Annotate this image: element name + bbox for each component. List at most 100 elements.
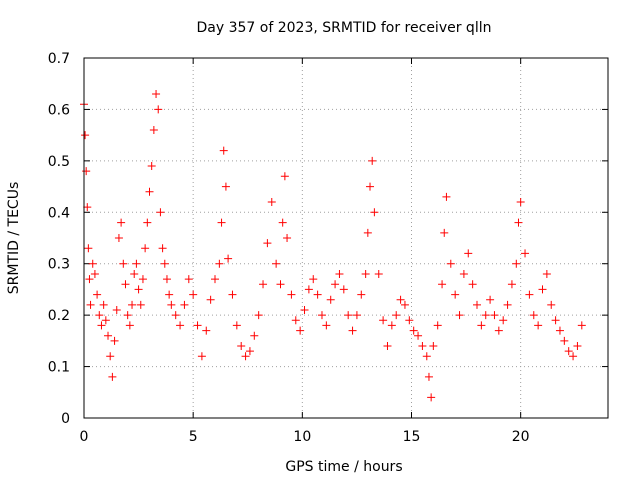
data-point — [193, 321, 202, 330]
data-point — [254, 311, 263, 320]
data-point — [370, 208, 379, 217]
data-point — [525, 290, 534, 299]
data-point — [317, 311, 326, 320]
data-point — [433, 321, 442, 330]
data-point — [81, 131, 90, 140]
data-point — [197, 352, 206, 361]
data-point — [110, 336, 119, 345]
data-point — [245, 347, 254, 356]
data-point — [237, 342, 246, 350]
data-point — [569, 352, 578, 361]
data-point — [215, 259, 224, 268]
data-point — [114, 234, 123, 242]
y-tick-label: 0.2 — [48, 308, 70, 324]
data-point — [300, 306, 309, 314]
data-point — [278, 218, 287, 227]
data-point — [383, 342, 392, 350]
x-axis-label: GPS time / hours — [285, 459, 402, 475]
data-point — [547, 300, 556, 309]
data-point — [267, 198, 276, 206]
data-point — [322, 321, 331, 330]
data-point — [211, 275, 219, 284]
data-point — [473, 300, 481, 309]
data-point — [438, 280, 447, 289]
data-point — [136, 300, 145, 309]
data-point — [514, 218, 523, 227]
data-point — [263, 239, 272, 248]
data-point — [276, 280, 285, 289]
data-point — [313, 290, 322, 299]
data-point — [374, 270, 383, 278]
data-point — [158, 244, 167, 253]
data-point — [442, 192, 451, 201]
data-point — [494, 326, 503, 335]
data-point — [143, 218, 152, 227]
data-point — [283, 234, 292, 242]
data-point — [132, 259, 141, 268]
data-point — [101, 316, 110, 325]
y-tick-label: 0.7 — [48, 51, 70, 67]
data-point — [82, 167, 91, 176]
data-point — [405, 316, 414, 325]
y-tick-label: 0.6 — [48, 102, 70, 118]
x-tick-label: 20 — [512, 429, 530, 445]
data-point — [85, 275, 94, 284]
data-point — [232, 321, 241, 330]
data-point — [446, 259, 455, 268]
data-point — [106, 352, 115, 361]
data-point — [529, 311, 538, 320]
data-point — [117, 218, 126, 227]
data-point — [149, 126, 158, 134]
data-point — [128, 300, 137, 309]
data-point — [171, 311, 180, 320]
data-point — [97, 321, 106, 330]
data-point — [84, 244, 93, 253]
data-point — [217, 218, 226, 227]
data-point — [206, 295, 215, 304]
data-point — [538, 285, 547, 294]
data-point — [309, 275, 318, 284]
data-point — [440, 228, 449, 237]
data-point — [176, 321, 185, 330]
data-point — [147, 162, 156, 170]
data-point — [134, 285, 143, 294]
data-point — [560, 336, 569, 345]
data-point — [83, 203, 92, 212]
data-point — [459, 270, 468, 278]
data-point — [507, 280, 516, 289]
data-point — [291, 316, 300, 325]
y-tick-label: 0.4 — [48, 205, 70, 221]
data-point — [534, 321, 543, 330]
data-point — [123, 311, 132, 320]
data-point — [481, 311, 490, 320]
data-point — [86, 300, 95, 309]
data-point — [152, 90, 161, 98]
data-point — [90, 270, 99, 278]
data-point — [88, 259, 97, 268]
data-point — [250, 331, 259, 340]
data-point — [396, 295, 405, 304]
data-point — [241, 352, 250, 361]
data-point — [304, 285, 313, 294]
data-point — [287, 290, 296, 299]
data-point — [503, 300, 512, 309]
data-point — [259, 280, 268, 289]
data-point — [221, 182, 230, 191]
data-point — [400, 300, 409, 309]
data-point — [414, 331, 423, 340]
data-point — [366, 182, 375, 191]
data-point — [138, 275, 147, 284]
data-point — [95, 311, 104, 320]
chart-title: Day 357 of 2023, SRMTID for receiver qll… — [197, 20, 492, 36]
data-point — [219, 146, 228, 155]
data-point — [272, 259, 281, 268]
data-point — [154, 105, 163, 114]
data-point — [409, 326, 418, 335]
data-point — [296, 326, 305, 335]
data-point — [551, 316, 560, 325]
data-point — [99, 300, 108, 309]
y-tick-label: 0 — [61, 411, 70, 427]
x-tick-label: 15 — [403, 429, 421, 445]
data-point — [490, 311, 499, 320]
